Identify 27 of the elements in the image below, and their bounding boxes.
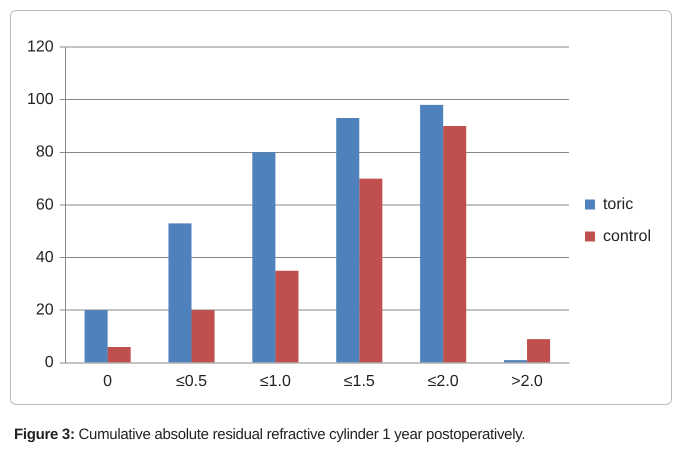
y-tick-label: 20 [36,302,54,319]
y-tick-label: 40 [36,248,54,266]
caption: Figure 3: Cumulative absolute residual refractive cylinder 1 year postoperatively. [14,426,526,443]
y-tick-label: 100 [26,91,54,108]
bar [527,339,550,362]
legend-label: control [602,228,652,245]
bar [192,310,215,362]
y-tick-label: 60 [36,196,54,214]
x-tick-label: ≤1.0 [260,372,292,390]
bar [84,310,108,362]
x-tick-label: ≤2.0 [428,372,459,390]
bar [336,118,360,362]
bar [420,104,444,362]
y-tick-label: 120 [26,38,54,56]
x-tick-label: ≤1.5 [344,372,375,390]
bar [275,270,298,362]
bar [168,223,192,362]
x-tick-label: 0 [103,372,112,390]
legend-label: toric [602,196,634,213]
bar [359,178,382,362]
bar [443,126,466,362]
bar [252,152,276,362]
bar [108,347,131,362]
x-tick-label: >2.0 [511,372,543,390]
y-tick-label: 80 [36,144,54,161]
y-tick-label: 0 [44,354,54,372]
x-tick-label: ≤0.5 [176,372,208,390]
